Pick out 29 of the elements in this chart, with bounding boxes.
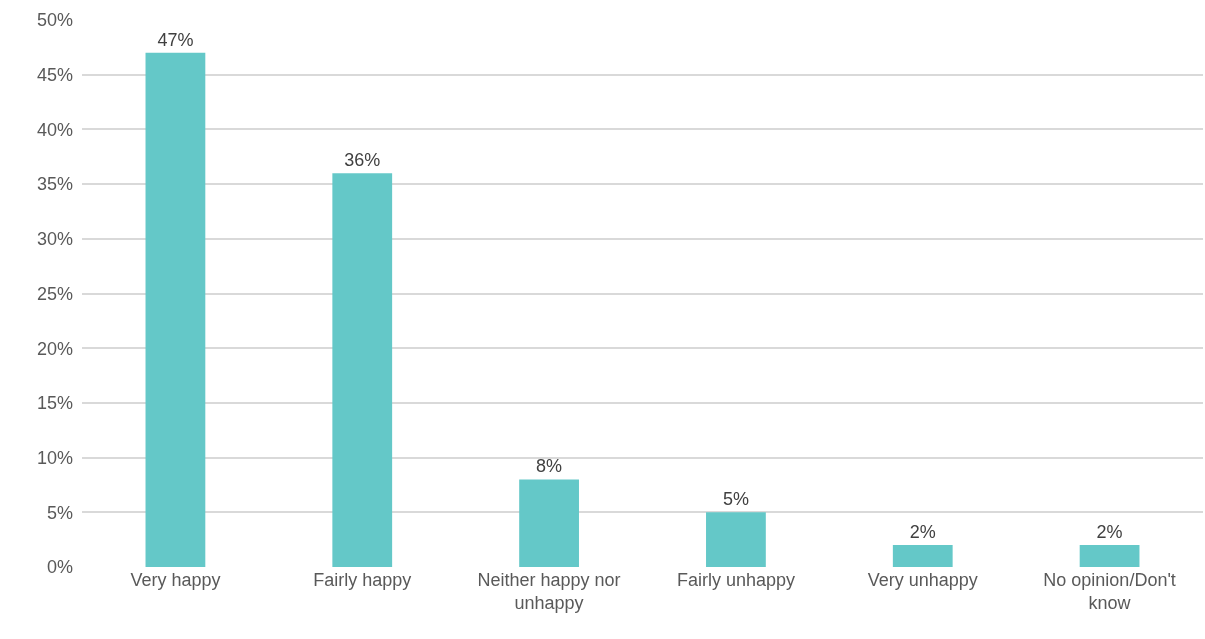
y-tick-label: 0% <box>46 557 73 578</box>
x-tick-label: No opinion/Don't know <box>1043 570 1176 614</box>
y-tick-label: 45% <box>36 65 73 85</box>
x-tick-label: Very unhappy <box>867 570 978 590</box>
bar <box>1079 545 1140 567</box>
y-tick-label: 5% <box>46 502 73 523</box>
data-label: 47% <box>157 29 194 50</box>
y-tick-label: 10% <box>36 447 73 468</box>
y-tick-label: 25% <box>36 283 73 304</box>
y-tick-label: 40% <box>36 119 73 140</box>
bar <box>892 545 953 567</box>
data-label: 36% <box>344 150 381 171</box>
data-label: 5% <box>722 489 749 510</box>
bar <box>519 479 579 567</box>
x-tick-label: Fairly unhappy <box>676 570 795 590</box>
y-tick-label: 50% <box>36 10 73 31</box>
y-tick-label: 30% <box>36 229 73 250</box>
y-tick-label: 15% <box>36 393 73 414</box>
y-tick-label: 20% <box>36 338 73 359</box>
bar <box>332 173 393 567</box>
y-tick-label: 35% <box>36 174 73 195</box>
x-tick-label: Very happy <box>130 570 221 590</box>
bar <box>145 52 206 567</box>
data-label: 2% <box>1096 522 1123 543</box>
bar <box>706 512 766 567</box>
x-tick-label: Neither happy nor unhappy <box>477 570 621 614</box>
data-label: 2% <box>909 522 936 543</box>
x-tick-label: Fairly happy <box>313 570 412 590</box>
data-label: 8% <box>536 456 563 477</box>
